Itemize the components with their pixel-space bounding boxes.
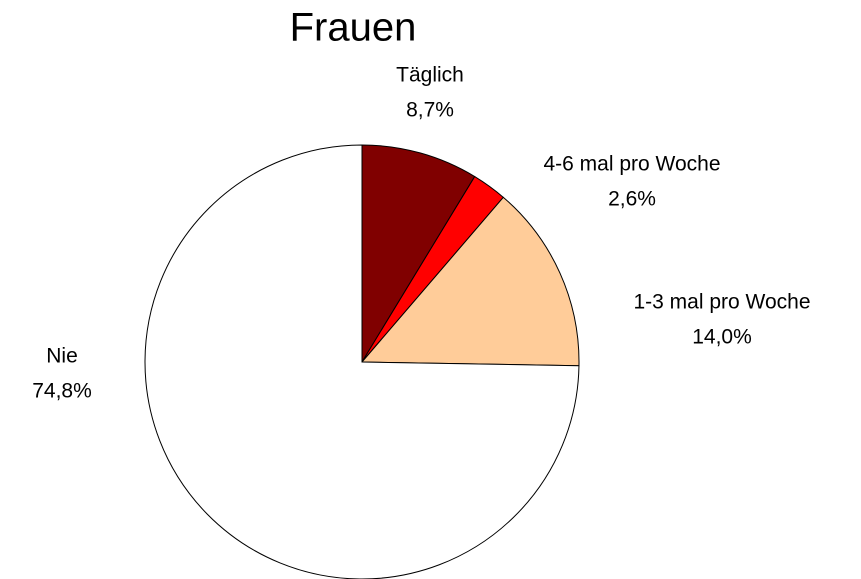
pie-slice: [361, 144, 476, 364]
slice-value-label: 14,0%: [692, 326, 752, 349]
slice-label: Nie: [46, 345, 78, 368]
slice-label: 1-3 mal pro Woche: [633, 291, 810, 314]
chart-title: Frauen: [290, 6, 417, 50]
slice-label: 4-6 mal pro Woche: [543, 153, 720, 176]
slice-value-label: 2,6%: [608, 188, 656, 211]
pie-slice: [360, 196, 580, 367]
pie-slice: [144, 144, 580, 579]
slice-label: Täglich: [396, 64, 464, 87]
slice-value-label: 8,7%: [406, 99, 454, 122]
slice-value-label: 74,8%: [32, 380, 92, 403]
